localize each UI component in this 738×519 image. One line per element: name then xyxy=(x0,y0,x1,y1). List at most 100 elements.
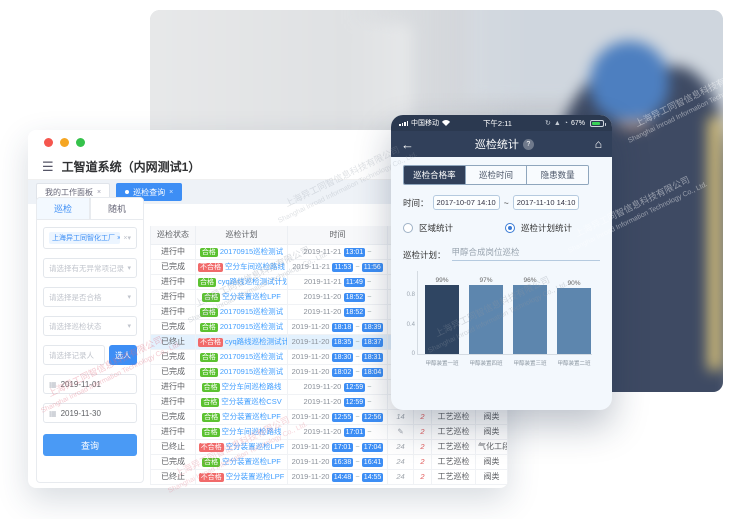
info-icon[interactable]: ? xyxy=(522,138,534,150)
plan-label: 巡检计划： xyxy=(403,250,446,260)
time-to-input[interactable]: 2017-11-10 14:10 xyxy=(512,195,580,210)
result-badge: 不合格 xyxy=(198,263,223,272)
start-time-chip: 12:55 xyxy=(331,412,354,422)
end-time-chip: 17:04 xyxy=(361,442,384,452)
cell-area: 阀类 xyxy=(475,453,508,470)
x-axis xyxy=(417,354,592,355)
table-row[interactable]: 进行中 合格 空分车间巡检路线 2019-11-20 17:01 ~ ✎ 2 工艺巡检 阀类 xyxy=(150,423,508,440)
plan-link[interactable]: 空分车间巡检路线 xyxy=(225,262,285,271)
time-from-input[interactable]: 2017-10-07 14:10 xyxy=(432,195,500,210)
y-tick-label: 0.4 xyxy=(406,321,415,328)
cell-flag: 2 xyxy=(413,408,432,425)
start-date-picker[interactable]: ▦ 2019-11-01 xyxy=(43,374,137,394)
bar-value-label: 99% xyxy=(435,277,449,284)
close-tab-icon[interactable]: × xyxy=(169,188,174,196)
sidebar-tab-random[interactable]: 随机 xyxy=(90,198,143,219)
plan-link[interactable]: 20170915巡检测试 xyxy=(219,352,284,361)
minimize-window-button[interactable] xyxy=(60,137,69,147)
cell-area: 阀类 xyxy=(475,468,508,485)
start-time-chip: 16:38 xyxy=(331,457,354,467)
carrier-label: 中国移动 xyxy=(411,120,439,127)
sidebar-tab-inspection[interactable]: 巡检 xyxy=(37,198,90,219)
bars-container: 99% 97% 96% 90% xyxy=(421,277,592,354)
start-time-chip: 12:59 xyxy=(343,382,366,392)
flag-count: 2 xyxy=(420,457,425,466)
back-icon[interactable]: ← xyxy=(401,136,414,152)
result-badge: 合格 xyxy=(199,248,218,257)
clear-icon[interactable]: × xyxy=(123,234,128,242)
y-tick-label: 0.8 xyxy=(406,292,415,299)
plan-link[interactable]: 空分装置巡检LPF xyxy=(222,457,281,466)
home-icon[interactable]: ⌂ xyxy=(594,137,602,151)
edit-pencil-icon[interactable]: ✎ xyxy=(397,427,404,436)
query-button[interactable]: 查询 xyxy=(43,434,137,456)
plan-link[interactable]: 空分装置巡检CSV xyxy=(221,397,282,406)
bar-甲醇装置四班[interactable]: 97% xyxy=(469,277,503,354)
recorder-input[interactable]: 请选择记录人 xyxy=(43,345,105,365)
end-time-chip: 11:56 xyxy=(361,262,383,272)
plan-link[interactable]: 空分装置巡检LPF xyxy=(222,292,281,301)
calendar-icon: ▦ xyxy=(49,379,57,389)
table-row[interactable]: 已终止 不合格 空分装置巡检LPF 2019-11-20 14:48 ~ 14:55 2… xyxy=(150,468,508,485)
factory-select[interactable]: 上海异工同智化工厂 × × ▾ xyxy=(43,227,137,249)
result-badge: 合格 xyxy=(201,383,220,392)
plan-link[interactable]: 20170915巡检测试 xyxy=(219,247,284,256)
table-row[interactable]: 已终止 不合格 空分装置巡检LPF 2019-11-20 17:01 ~ 17:04 2… xyxy=(150,438,508,455)
result-badge: 合格 xyxy=(201,428,220,437)
cell-time: 2019-11-20 17:01 ~ 17:04 xyxy=(287,438,388,455)
cell-flag: 2 xyxy=(413,468,432,485)
result-badge: 合格 xyxy=(202,293,221,302)
plan-link[interactable]: cyq路线巡检测试计划 xyxy=(218,277,288,286)
bar-甲醇装置二班[interactable]: 90% xyxy=(557,277,591,354)
plan-input[interactable]: 甲醇合成岗位巡检 xyxy=(451,246,600,261)
cell-type: 工艺巡检 xyxy=(431,468,476,485)
app-title: 工智道系统（内网测试1） xyxy=(61,160,201,174)
x-tick-label: 甲醇装置一班 xyxy=(425,361,459,367)
cell-status: 已终止 xyxy=(150,438,196,455)
cell-plan: 不合格 空分车间巡检路线 xyxy=(195,258,288,275)
plan-link[interactable]: 20170915巡检测试 xyxy=(219,367,284,376)
cell-time: 2019-11-20 17:01 ~ xyxy=(287,423,388,440)
record-count[interactable]: 24 xyxy=(396,457,405,466)
end-date-picker[interactable]: ▦ 2019-11-30 xyxy=(43,403,137,423)
record-count[interactable]: 14 xyxy=(396,412,405,421)
result-badge: 合格 xyxy=(201,398,220,407)
active-dot-icon xyxy=(125,190,130,194)
start-time-chip: 17:01 xyxy=(343,427,366,437)
radio-plan-stat[interactable] xyxy=(505,223,516,233)
segment-pass-rate[interactable]: 巡检合格率 xyxy=(404,166,466,184)
plan-link[interactable]: 空分装置巡检LPF xyxy=(225,472,285,481)
segment-hazard-count[interactable]: 隐患数量 xyxy=(527,166,588,184)
radio-area-stat[interactable] xyxy=(403,223,413,233)
cell-status: 已完成 xyxy=(150,408,196,425)
segment-inspection-time[interactable]: 巡检时间 xyxy=(465,166,528,184)
close-window-button[interactable] xyxy=(44,137,53,147)
plan-link[interactable]: 20170915巡检测试 xyxy=(219,322,284,331)
plan-link[interactable]: 空分车间巡检路线 xyxy=(221,382,282,391)
cell-status: 进行中 xyxy=(150,303,196,320)
table-row[interactable]: 已完成 合格 空分装置巡检LPF 2019-11-20 16:38 ~ 16:41 24… xyxy=(150,453,508,470)
time-label: 时间： xyxy=(403,197,429,208)
plan-link[interactable]: cyq路线巡检测试计划 xyxy=(225,337,287,346)
radio-plan-stat-label: 巡检计划统计 xyxy=(521,223,573,233)
cell-status: 已完成 xyxy=(150,258,196,275)
status-select[interactable]: 请选择巡检状态 ▾ xyxy=(43,316,137,336)
record-count[interactable]: 24 xyxy=(396,442,405,451)
plan-link[interactable]: 20170915巡检测试 xyxy=(219,307,284,316)
phone-page-title: 巡检统计 xyxy=(474,139,519,151)
bar-甲醇装置一班[interactable]: 99% xyxy=(425,277,459,354)
zoom-window-button[interactable] xyxy=(76,137,85,147)
plan-link[interactable]: 空分装置巡检LPF xyxy=(222,412,281,421)
close-tab-icon[interactable]: × xyxy=(97,188,102,196)
pick-person-button[interactable]: 选人 xyxy=(109,345,137,365)
table-row[interactable]: 已完成 合格 空分装置巡检LPF 2019-11-20 12:55 ~ 12:56 14… xyxy=(150,408,508,425)
bar-甲醇装置三班[interactable]: 96% xyxy=(513,277,547,354)
menu-icon[interactable]: ☰ xyxy=(42,159,54,174)
plan-link[interactable]: 空分装置巡检LPF xyxy=(225,442,285,451)
tab-inspection-query[interactable]: 巡检查询 × xyxy=(116,183,183,201)
record-count[interactable]: 24 xyxy=(396,472,405,481)
plan-link[interactable]: 空分车间巡检路线 xyxy=(221,427,282,436)
qualified-select[interactable]: 请选择是否合格 ▾ xyxy=(43,287,137,307)
abnormal-record-select[interactable]: 请选择有无异常项记录 ▾ xyxy=(43,258,137,278)
